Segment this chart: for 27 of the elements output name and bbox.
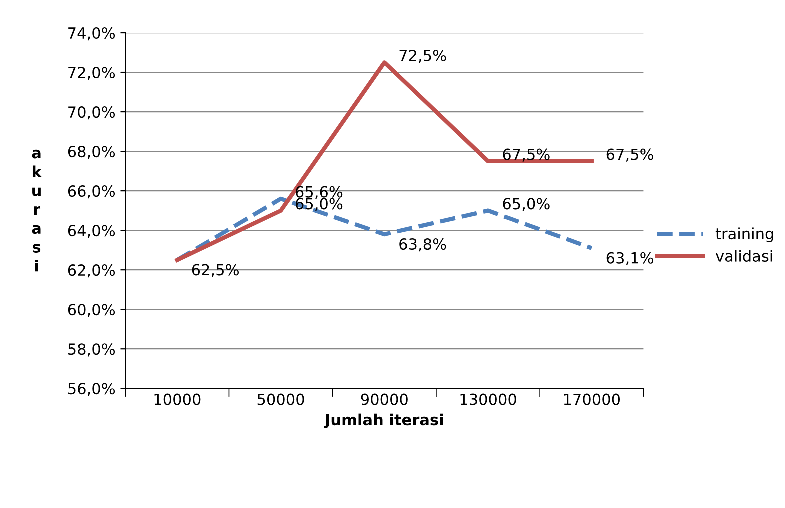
legend-label: training — [716, 228, 774, 243]
y-tick-label: 56,0% — [68, 383, 116, 396]
data-label: 62,5% — [192, 264, 239, 278]
y-tick-label: 72,0% — [68, 66, 116, 80]
y-tick-label: 64,0% — [68, 225, 116, 238]
y-tick-label: 60,0% — [68, 304, 116, 318]
data-label: 65,0% — [503, 198, 550, 212]
data-label: 63,1% — [606, 252, 654, 266]
data-label: 72,5% — [400, 50, 446, 64]
y-tick-label: 68,0% — [68, 146, 116, 160]
data-label: 65,6% — [296, 186, 343, 200]
x-tick-label: 170000 — [564, 394, 620, 406]
x-tick-label: 10000 — [154, 394, 201, 406]
data-label: 67,5% — [503, 148, 550, 162]
y-tick-label: 58,0% — [68, 344, 116, 357]
x-tick-label: 90000 — [361, 394, 408, 406]
x-axis-title: Jumlah iterasi — [324, 414, 444, 428]
x-tick-label: 50000 — [258, 394, 304, 406]
y-tick-label: 74,0% — [68, 27, 116, 41]
data-label: 63,8% — [400, 238, 446, 252]
data-label: 67,5% — [606, 148, 654, 162]
y-tick-label: 70,0% — [68, 106, 116, 120]
y-tick-label: 66,0% — [68, 186, 116, 199]
legend-label: validasi — [716, 250, 772, 262]
x-tick-label: 130000 — [460, 394, 516, 406]
y-axis-title: akurasi — [32, 150, 42, 272]
y-tick-label: 62,0% — [68, 264, 116, 278]
